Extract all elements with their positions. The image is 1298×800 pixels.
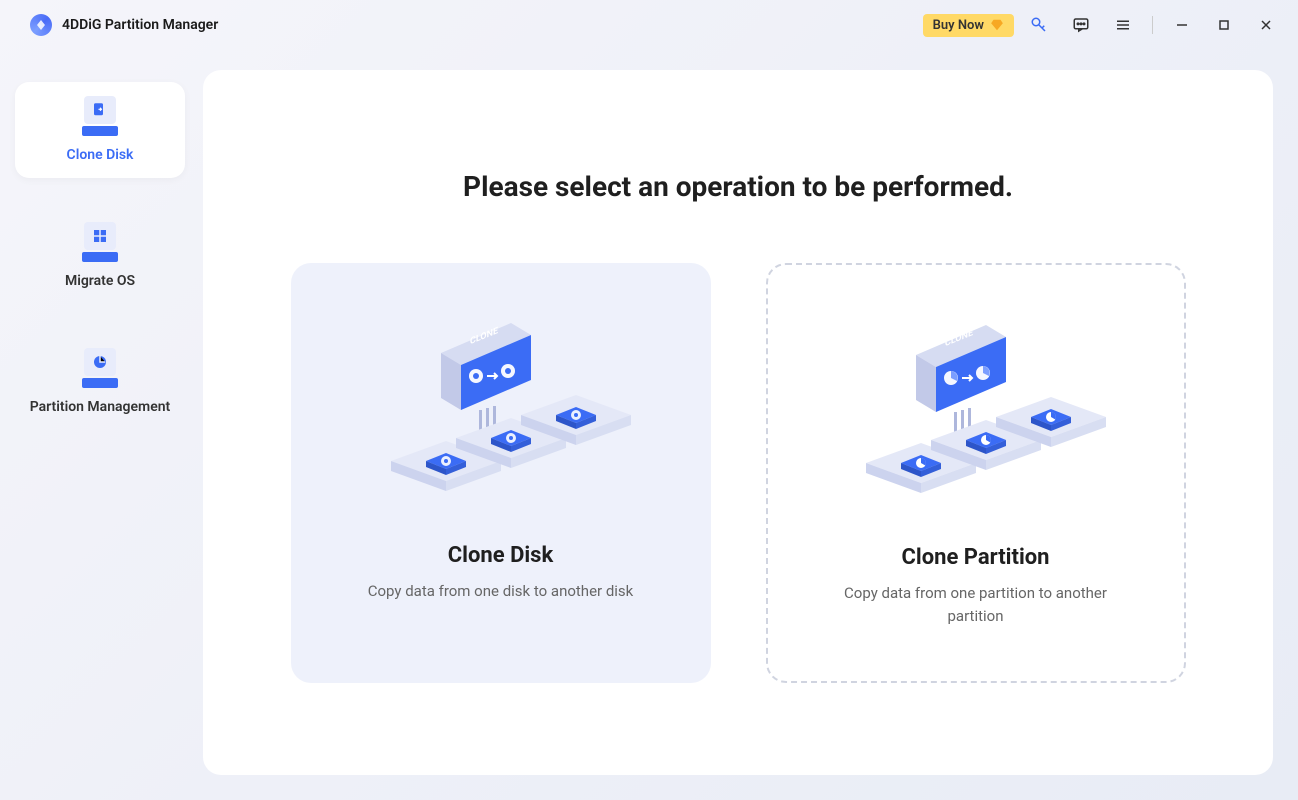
close-button[interactable]: [1249, 11, 1283, 39]
diamond-icon: [990, 18, 1004, 32]
clone-disk-illustration: CLONE: [371, 303, 631, 523]
sidebar-item-label: Migrate OS: [65, 272, 135, 290]
operation-card-clone-disk[interactable]: CLONE: [291, 263, 711, 683]
key-icon[interactable]: [1022, 11, 1056, 39]
feedback-icon[interactable]: [1064, 11, 1098, 39]
sidebar-item-migrate-os[interactable]: Migrate OS: [15, 208, 185, 304]
card-description: Copy data from one partition to another …: [816, 582, 1136, 627]
body-area: Clone Disk Migrate OS Partition Manageme…: [0, 50, 1298, 800]
card-title: Clone Disk: [448, 543, 554, 568]
titlebar-left: 4DDiG Partition Manager: [30, 14, 218, 36]
sidebar: Clone Disk Migrate OS Partition Manageme…: [15, 70, 185, 775]
sidebar-item-clone-disk[interactable]: Clone Disk: [15, 82, 185, 178]
operation-card-clone-partition[interactable]: CLONE: [766, 263, 1186, 683]
migrate-os-icon: [80, 220, 120, 262]
clone-disk-icon: [80, 94, 120, 136]
main-heading: Please select an operation to be perform…: [463, 170, 1013, 203]
titlebar: 4DDiG Partition Manager Buy Now: [0, 0, 1298, 50]
titlebar-right: Buy Now: [923, 11, 1283, 39]
sidebar-item-label: Clone Disk: [67, 146, 134, 164]
minimize-button[interactable]: [1165, 11, 1199, 39]
clone-partition-illustration: CLONE: [846, 305, 1106, 525]
operation-card-row: CLONE: [291, 263, 1186, 683]
sidebar-item-label: Partition Management: [30, 398, 171, 416]
menu-icon[interactable]: [1106, 11, 1140, 39]
app-logo-icon: [30, 14, 52, 36]
maximize-button[interactable]: [1207, 11, 1241, 39]
partition-management-icon: [80, 346, 120, 388]
titlebar-divider: [1152, 16, 1153, 34]
buy-now-button[interactable]: Buy Now: [923, 14, 1014, 37]
main-panel: Please select an operation to be perform…: [203, 70, 1273, 775]
sidebar-item-partition-management[interactable]: Partition Management: [15, 334, 185, 430]
app-title: 4DDiG Partition Manager: [62, 17, 218, 33]
app-window: 4DDiG Partition Manager Buy Now: [0, 0, 1298, 800]
buy-now-label: Buy Now: [933, 18, 984, 33]
card-title: Clone Partition: [901, 545, 1049, 570]
card-description: Copy data from one disk to another disk: [368, 580, 634, 603]
